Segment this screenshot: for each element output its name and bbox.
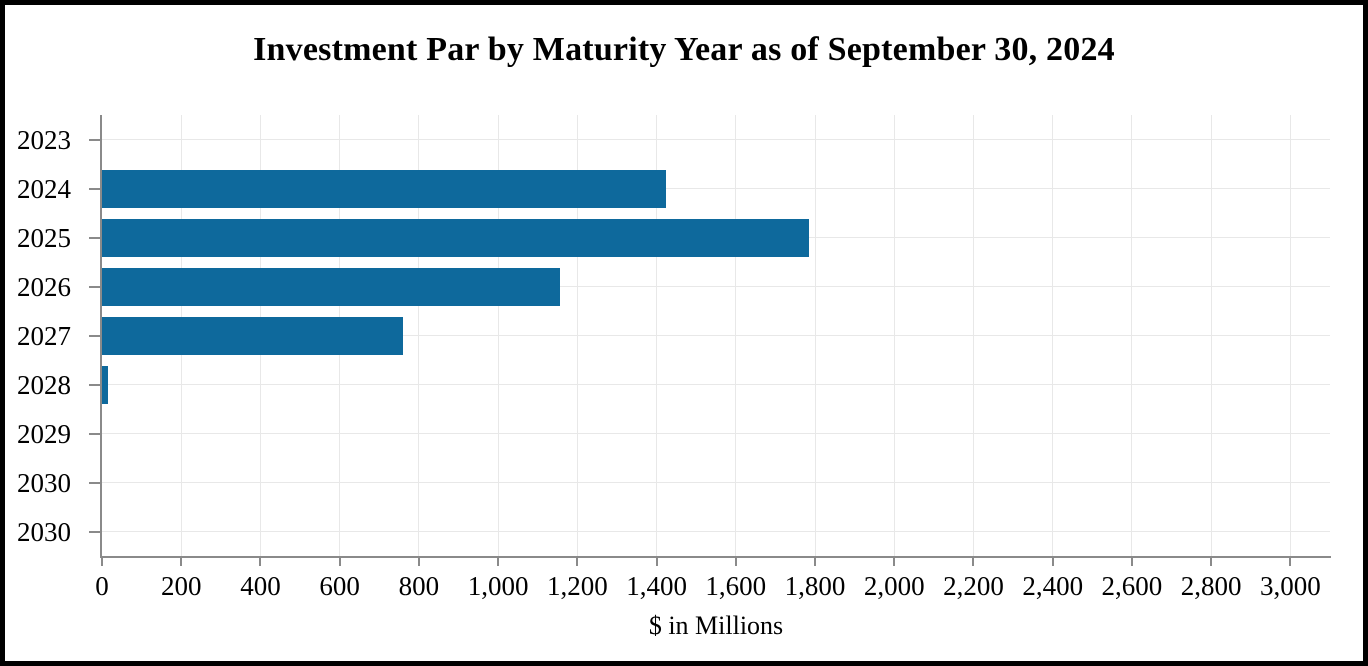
y-tick-label: 2028 bbox=[17, 369, 71, 400]
h-gridline bbox=[102, 531, 1330, 532]
x-tick-label: 400 bbox=[240, 571, 281, 601]
x-tick-label: 1,400 bbox=[626, 571, 687, 601]
x-tick-label: 200 bbox=[160, 571, 202, 601]
bar-2026 bbox=[102, 267, 560, 306]
chart-title: Investment Par by Maturity Year as of Se… bbox=[253, 31, 1115, 68]
y-tick-label: 2025 bbox=[17, 222, 71, 253]
bar-2028 bbox=[102, 365, 108, 404]
x-tick-label: 2,400 bbox=[1022, 571, 1084, 601]
x-tick-label: 1,200 bbox=[546, 571, 608, 601]
y-axis-tick bbox=[89, 285, 102, 288]
y-axis-tick bbox=[89, 481, 102, 484]
x-axis-tick bbox=[734, 558, 737, 566]
h-gridline bbox=[102, 384, 1330, 385]
y-axis-tick bbox=[89, 236, 102, 239]
h-gridline bbox=[102, 188, 1330, 189]
x-axis-tick bbox=[972, 558, 975, 566]
x-tick-label: 2,600 bbox=[1101, 571, 1163, 601]
x-tick-label: 1,600 bbox=[705, 571, 767, 601]
y-axis-tick bbox=[89, 530, 102, 533]
h-gridline bbox=[102, 482, 1330, 483]
x-tick-label: 1,000 bbox=[467, 571, 529, 601]
y-tick-label: 2023 bbox=[17, 124, 71, 155]
y-axis-tick bbox=[89, 187, 102, 190]
x-tick-label: 0 bbox=[95, 571, 109, 601]
x-axis-tick bbox=[1289, 558, 1292, 566]
x-tick-label: 2,200 bbox=[943, 571, 1004, 601]
x-axis-tick bbox=[259, 558, 262, 566]
x-axis-tick bbox=[417, 558, 420, 566]
x-axis-tick bbox=[814, 558, 817, 566]
x-axis-tick bbox=[893, 558, 896, 566]
x-axis-tick bbox=[576, 558, 579, 566]
bar-2025 bbox=[102, 218, 810, 257]
x-axis-line bbox=[100, 556, 1331, 558]
x-tick-label: 2,000 bbox=[863, 571, 925, 601]
y-axis-tick bbox=[89, 383, 102, 386]
x-axis-tick bbox=[1210, 558, 1213, 566]
y-axis-tick bbox=[89, 432, 102, 435]
y-tick-label: 2030 bbox=[17, 467, 71, 498]
y-tick-label: 2026 bbox=[17, 271, 71, 302]
x-axis-tick bbox=[101, 558, 103, 566]
x-tick-label: 1,800 bbox=[784, 571, 846, 601]
x-axis-tick bbox=[180, 558, 183, 566]
h-gridline bbox=[102, 335, 1330, 336]
x-tick-label: 800 bbox=[398, 571, 440, 601]
y-tick-label: 2029 bbox=[17, 418, 71, 449]
x-tick-label: 3,000 bbox=[1260, 571, 1321, 601]
x-axis-tick bbox=[1051, 558, 1054, 566]
y-axis-tick bbox=[89, 138, 102, 141]
h-gridline bbox=[102, 286, 1330, 287]
x-axis-tick bbox=[1130, 558, 1133, 566]
y-axis-line bbox=[100, 115, 102, 558]
x-axis-title: $ in Millions bbox=[648, 611, 784, 640]
bar-2027 bbox=[102, 316, 404, 355]
y-tick-label: 2030 bbox=[17, 516, 71, 547]
plot-area bbox=[102, 115, 1330, 556]
y-tick-label: 2027 bbox=[17, 320, 71, 351]
h-gridline bbox=[102, 139, 1330, 140]
x-axis-tick bbox=[497, 558, 500, 566]
y-tick-label: 2024 bbox=[17, 173, 71, 204]
x-axis-tick bbox=[338, 558, 341, 566]
y-axis-tick bbox=[89, 334, 102, 337]
x-axis-tick bbox=[655, 558, 658, 566]
x-tick-label: 600 bbox=[319, 571, 360, 601]
bar-2024 bbox=[102, 169, 667, 208]
h-gridline bbox=[102, 433, 1330, 434]
x-tick-label: 2,800 bbox=[1180, 571, 1242, 601]
